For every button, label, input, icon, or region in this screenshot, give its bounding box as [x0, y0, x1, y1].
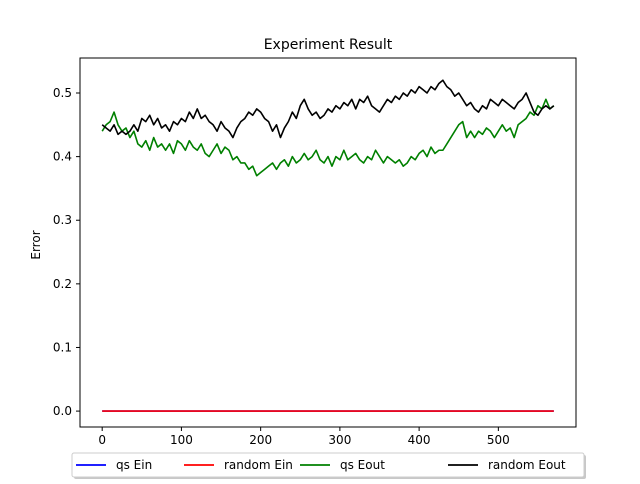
legend-label: qs Eout [340, 458, 385, 472]
y-tick-label: 0.4 [53, 150, 72, 164]
series-layer [101, 79, 555, 412]
chart-title: Experiment Result [264, 37, 393, 53]
y-tick-label: 0.3 [53, 213, 72, 227]
x-axis: 0 100 200 300 400 500 [98, 427, 510, 447]
x-tick-label: 0 [98, 433, 106, 447]
x-tick-label: 300 [328, 433, 351, 447]
plot-area-group [79, 57, 577, 428]
series-line-qs-eout [101, 98, 555, 177]
y-tick-label: 0.0 [53, 404, 72, 418]
legend: qs Ein random Ein qs Eout random Eout [71, 452, 586, 479]
x-tick-label: 500 [487, 433, 510, 447]
y-axis: 0.0 0.1 0.2 0.3 0.4 0.5 [53, 86, 80, 418]
y-tick-label: 0.5 [53, 86, 72, 100]
x-tick-label: 400 [408, 433, 431, 447]
legend-label: random Ein [224, 458, 293, 472]
series-line-random-eout [101, 79, 555, 139]
y-axis-label: Error [29, 230, 43, 259]
plot-frame [79, 57, 577, 428]
legend-label: random Eout [488, 458, 566, 472]
y-tick-label: 0.2 [53, 277, 72, 291]
legend-label: qs Ein [116, 458, 152, 472]
x-tick-label: 100 [170, 433, 193, 447]
plot-area [80, 58, 576, 427]
x-tick-label: 200 [249, 433, 272, 447]
y-tick-label: 0.1 [53, 340, 72, 354]
